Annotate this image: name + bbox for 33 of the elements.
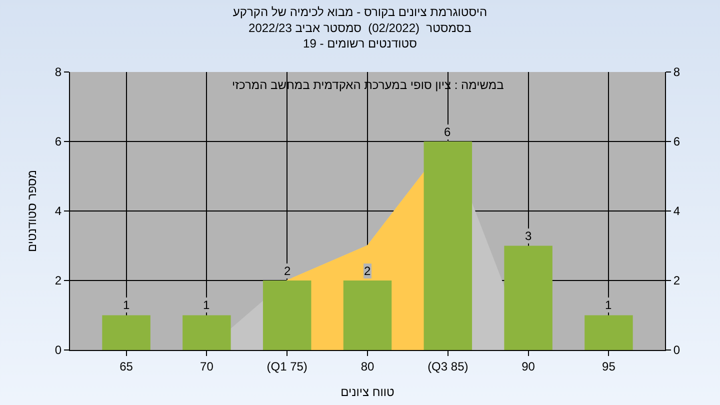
data-label: 1	[203, 298, 210, 312]
x-axis-title: טווח ציונים	[340, 385, 395, 399]
bar	[584, 315, 633, 350]
y2-tick-label: 8	[673, 65, 680, 80]
y-tick-label: 0	[54, 343, 62, 358]
bar	[262, 280, 312, 350]
x-tick-label: 65	[120, 359, 134, 374]
y2-tick-label: 2	[673, 274, 680, 288]
bar	[102, 315, 150, 350]
bar	[182, 315, 231, 350]
y-tick-label: 8	[54, 65, 62, 80]
y2-tick-label: 6	[673, 134, 680, 149]
x-tick-label: 90	[522, 359, 536, 374]
x-tick-label: 80	[360, 359, 374, 374]
y-axis-title: מספר סטודנטים	[25, 170, 39, 252]
chart-title: היסטוגרמת ציונים בקורס - מבוא לכימיה של הקרקע בסמסטר (02/2022) סמסטר אביב 2022/23 סטודנטים רשומים - 19	[232, 5, 488, 50]
bar	[504, 246, 552, 350]
y-tick-label: 4	[54, 204, 62, 218]
data-label: 1	[605, 298, 612, 312]
data-label: 2	[284, 264, 291, 278]
x-tick-label: 95	[602, 359, 616, 374]
bar	[343, 280, 392, 350]
x-tick-label: (Q1 75)	[266, 359, 308, 374]
data-label: 6	[444, 125, 451, 139]
data-label: 2	[364, 264, 371, 278]
x-tick-label: 70	[200, 359, 214, 374]
y-tick-label: 6	[54, 134, 62, 149]
data-label: 1	[123, 298, 130, 312]
y2-tick-label: 0	[673, 343, 680, 358]
x-tick-label: (Q3 85)	[428, 359, 468, 374]
y-tick-label: 2	[54, 274, 62, 288]
y2-tick-label: 4	[673, 204, 680, 218]
data-label: 3	[525, 229, 532, 243]
